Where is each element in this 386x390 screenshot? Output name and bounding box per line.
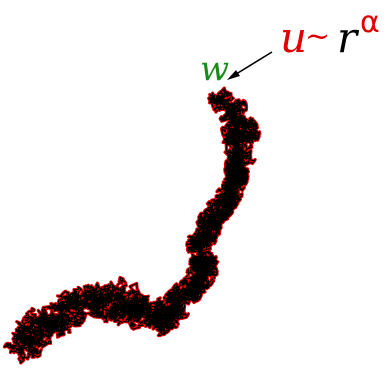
- walk-trace: [3, 87, 261, 364]
- label-u: u: [280, 13, 307, 62]
- random-walk-cluster: [2, 86, 262, 365]
- arrow-head: [227, 70, 240, 80]
- label-w: w: [200, 49, 229, 89]
- label-r: r: [337, 13, 360, 62]
- pointer-arrow: [227, 51, 273, 80]
- label-alpha: α: [360, 5, 380, 40]
- label-tilde: ~: [305, 19, 330, 54]
- arrow-shaft: [232, 51, 273, 77]
